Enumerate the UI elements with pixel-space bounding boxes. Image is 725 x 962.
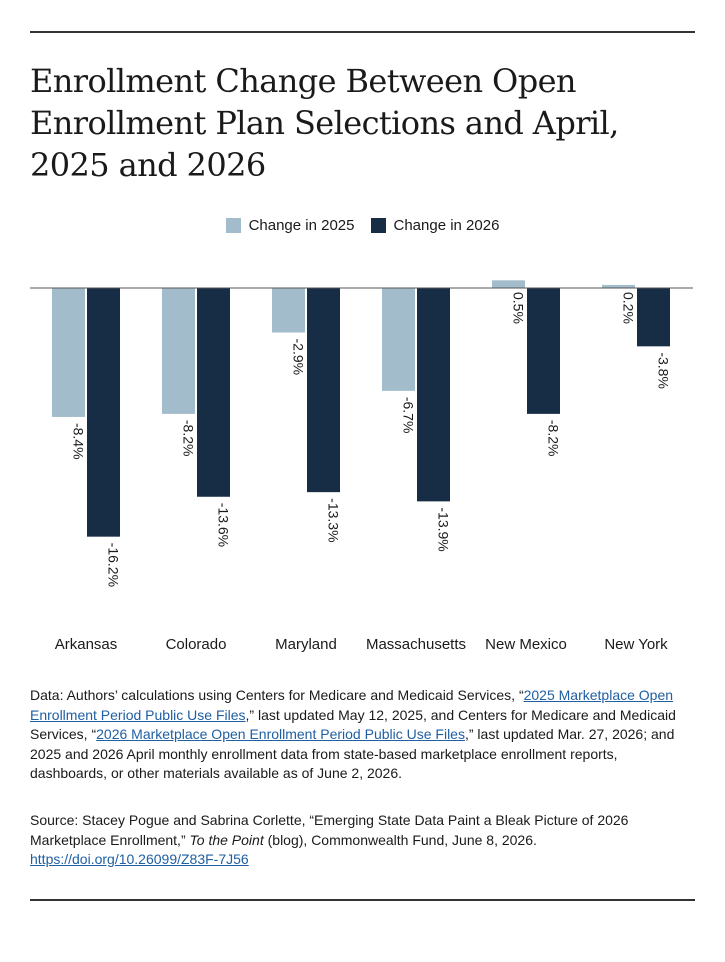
category-label-arkansas: Arkansas (55, 636, 118, 653)
bar-new-mexico-2025 (492, 280, 525, 288)
data-link-2025-puf[interactable]: 2025 Marketplace Open Enrollment Period … (30, 687, 674, 723)
bar-colorado-2026 (197, 288, 230, 497)
legend-label-2026: Change in 2026 (393, 217, 500, 234)
category-label-massachusetts: Massachusetts (366, 636, 466, 653)
category-label-new-mexico: New Mexico (485, 636, 567, 653)
value-label-colorado-2026: -13.6% (216, 503, 232, 547)
legend: Change in 2025 Change in 2026 (0, 217, 725, 234)
value-label-new-mexico-2025: 0.5% (511, 292, 527, 324)
bar-new-mexico-2026 (527, 288, 560, 414)
bar-massachusetts-2026 (417, 288, 450, 502)
value-label-maryland-2025: -2.9% (291, 339, 307, 376)
source-note: Source: Stacey Pogue and Sabrina Corlett… (30, 811, 695, 870)
data-note: Data: Authors’ calculations using Center… (30, 686, 695, 784)
source-note-prefix: Source: Stacey Pogue and Sabrina Corlett… (30, 812, 629, 848)
bottom-rule (30, 899, 695, 901)
category-label-new-york: New York (604, 636, 668, 653)
value-label-new-mexico-2026: -8.2% (546, 420, 562, 457)
bar-colorado-2025 (162, 288, 195, 414)
top-rule (30, 31, 695, 33)
bar-arkansas-2026 (87, 288, 120, 537)
value-label-new-york-2025: 0.2% (621, 292, 637, 324)
legend-swatch-2026 (370, 218, 386, 233)
value-label-maryland-2026: -13.3% (326, 498, 342, 542)
data-note-suffix: ,” last updated Mar. 27, 2026; and 2025 … (30, 726, 675, 781)
value-label-new-york-2026: -3.8% (656, 352, 672, 389)
legend-item-2025: Change in 2025 (225, 217, 355, 234)
bar-massachusetts-2025 (382, 288, 415, 391)
legend-label-2025: Change in 2025 (248, 217, 355, 234)
bar-new-york-2026 (637, 288, 670, 347)
source-doi-link[interactable]: https://doi.org/10.26099/Z83F-7J56 (30, 851, 249, 867)
value-label-arkansas-2025: -8.4% (71, 423, 87, 460)
chart-title: Enrollment Change Between Open Enrollmen… (30, 62, 619, 184)
source-note-suffix: (blog), Commonwealth Fund, June 8, 2026. (263, 831, 537, 848)
bar-arkansas-2025 (52, 288, 85, 417)
value-label-colorado-2025: -8.2% (181, 420, 197, 457)
value-label-massachusetts-2026: -13.9% (436, 507, 452, 551)
source-blog-name: To the Point (189, 831, 264, 848)
value-label-arkansas-2026: -16.2% (106, 543, 122, 587)
bar-maryland-2026 (307, 288, 340, 493)
legend-swatch-2025 (225, 218, 241, 233)
legend-item-2026: Change in 2026 (370, 217, 500, 234)
category-label-colorado: Colorado (166, 636, 227, 653)
bar-new-york-2025 (602, 284, 635, 288)
data-note-mid: ,” last updated May 12, 2025, and Center… (30, 706, 676, 743)
data-link-2026-puf[interactable]: 2026 Marketplace Open Enrollment Period … (96, 726, 465, 742)
data-note-prefix: Data: Authors’ calculations using Center… (30, 687, 524, 703)
value-label-massachusetts-2025: -6.7% (401, 397, 417, 434)
bar-chart: -8.4% -16.2% Arkansas -8.2% -13.6% Colorado -2… (30, 280, 693, 653)
category-label-maryland: Maryland (275, 636, 337, 653)
bar-maryland-2025 (272, 288, 305, 333)
